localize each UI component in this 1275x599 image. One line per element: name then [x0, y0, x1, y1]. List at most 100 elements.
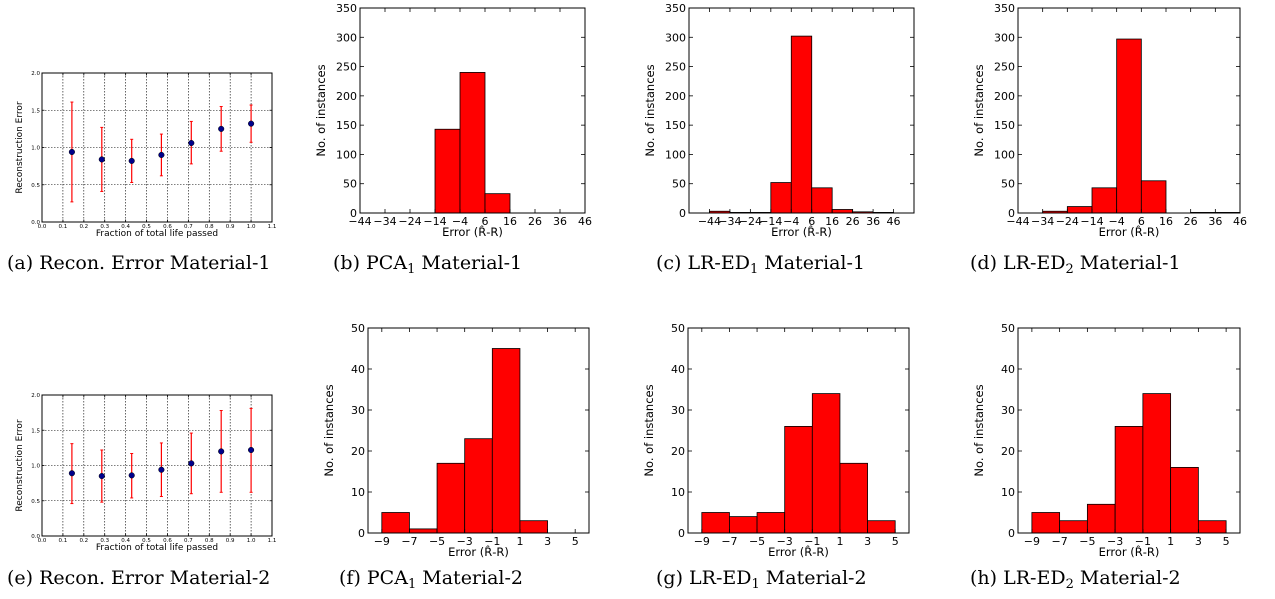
- x-tick-label: 26: [528, 215, 542, 228]
- x-tick-label: 3: [1195, 535, 1202, 548]
- chart-panel-2: −44 −34 −24 −14 −4 6 16 26 36 46 0 50 100 150 200 250 30…: [300, 0, 618, 250]
- y-tick-label: 1.5: [31, 108, 40, 114]
- histogram-bar: [459, 72, 486, 214]
- x-tick-label: −5: [749, 535, 765, 548]
- y-tick-label: 100: [336, 148, 357, 161]
- plot-frame: [1017, 327, 1241, 534]
- y-tick-label: 1.0: [31, 146, 40, 152]
- x-tick-label: 0.4: [121, 224, 130, 230]
- x-tick-label: −1: [484, 535, 500, 548]
- x-tick-label: 46: [578, 215, 592, 228]
- plot-frame: [688, 7, 915, 214]
- caption-text: (b) PCA: [333, 252, 408, 274]
- y-tick-label: 40: [1001, 363, 1015, 376]
- y-tick-label: 150: [665, 119, 686, 132]
- x-tick-label: −5: [1079, 535, 1095, 548]
- x-tick-label: 0.5: [142, 538, 151, 544]
- y-tick-label: 2.0: [31, 393, 40, 399]
- y-tick-label: 0.0: [31, 534, 40, 540]
- chart-panel-8: −9 −7 −5 −3 −1 1 3 5 0 10 20 30 40 50 Error (R̂-R) No. …: [940, 300, 1258, 559]
- x-tick-label: 5: [572, 535, 579, 548]
- y-tick-label: 300: [665, 31, 686, 44]
- data-point: [128, 157, 135, 164]
- chart-svg: 0.0 0.1 0.2 0.3 0.4 0.5 0.6 0.7 0.8 0.9 1.0 1.1 0.0 0…: [15, 393, 276, 553]
- x-tick-label: −44: [1006, 215, 1029, 228]
- x-tick-label: −44: [698, 215, 721, 228]
- histogram-bar: [839, 462, 868, 534]
- y-axis-label: Reconstruction Error: [15, 101, 25, 193]
- data-point: [248, 120, 255, 127]
- y-tick-label: 1.0: [31, 464, 40, 470]
- caption-suffix: Material-2: [1073, 567, 1181, 589]
- y-tick-label: 150: [336, 119, 357, 132]
- x-tick-label: 1: [836, 535, 843, 548]
- chart-svg: −44−34−24−14−4 6 16 26 36 46 0 50 100 150 200 250 30…: [643, 2, 915, 239]
- y-tick-label: 50: [672, 178, 686, 191]
- caption-suffix: Material-1: [415, 252, 523, 274]
- y-tick-label: 50: [343, 178, 357, 191]
- data-point: [158, 466, 165, 473]
- caption-subscript: 2: [1065, 577, 1074, 592]
- y-tick-label: 0.5: [31, 183, 40, 189]
- y-tick-label: 350: [994, 2, 1015, 15]
- x-tick-label: 0.7: [184, 224, 193, 230]
- x-tick-label: −7: [1052, 535, 1068, 548]
- x-tick-label: −4: [452, 215, 468, 228]
- x-tick-label: 46: [887, 215, 901, 228]
- histogram-bar: [434, 128, 461, 214]
- y-tick-label: 0: [1008, 207, 1015, 220]
- histogram-bar: [519, 520, 548, 534]
- x-tick-label: 0.0: [38, 538, 47, 544]
- y-axis-label: No. of instances: [643, 64, 657, 156]
- chart-panel-7: −9 −7 −5 −3 −1 1 3 5 0 10 20 30 40 50 Error (R̂-R) No. …: [620, 300, 938, 559]
- data-point: [218, 448, 225, 455]
- x-tick-label: −24: [398, 215, 421, 228]
- histogram-bar: [831, 209, 854, 214]
- caption-text: (d) LR-ED: [970, 252, 1066, 274]
- caption-text: (g) LR-ED: [656, 567, 752, 589]
- y-tick-label: 250: [665, 61, 686, 74]
- x-axis-label: Error (R̂-R): [1099, 545, 1160, 559]
- histogram-bar: [701, 512, 730, 534]
- x-tick-label: −7: [721, 535, 737, 548]
- histogram-bar: [756, 512, 786, 534]
- x-tick-label: −14: [423, 215, 446, 228]
- y-tick-label: 30: [671, 404, 685, 417]
- y-tick-label: 150: [994, 119, 1015, 132]
- caption-suffix: Material-2: [416, 567, 524, 589]
- chart-panel-3: −44 −34 −24 −14 −4 6 16 26 36 46 0 50 100 150 200 250 30…: [620, 0, 938, 250]
- y-tick-label: 10: [1001, 486, 1015, 499]
- y-tick-label: 300: [994, 31, 1015, 44]
- chart-panel-4: −44 −34 −24 −14 −4 6 16 26 36 46 0 50 100 150 200 250 30…: [940, 0, 1258, 250]
- caption-subscript: 1: [749, 262, 759, 277]
- data-point: [248, 446, 255, 454]
- y-tick-label: 1.5: [31, 428, 40, 434]
- x-tick-label: 6: [482, 215, 489, 228]
- plot-frame: [367, 327, 590, 534]
- y-tick-label: 300: [336, 31, 357, 44]
- subfigure-caption: (h) LR-ED2 Material-2: [970, 567, 1181, 596]
- caption-subscript: 2: [1065, 262, 1074, 277]
- histogram-bar: [1197, 520, 1227, 534]
- histogram-bar: [770, 182, 792, 214]
- y-tick-label: 350: [336, 2, 357, 15]
- x-tick-label: −34: [718, 215, 741, 228]
- y-tick-label: 40: [351, 363, 365, 376]
- y-tick-label: 50: [671, 322, 685, 335]
- y-tick-label: 250: [994, 61, 1015, 74]
- x-tick-label: −9: [1024, 535, 1040, 548]
- histogram-bar: [1086, 503, 1116, 534]
- subfigure-caption: (a) Recon. Error Material-1: [7, 252, 270, 274]
- x-tick-label: 0.8: [205, 224, 214, 230]
- x-tick-label: −5: [429, 535, 445, 548]
- y-tick-label: 50: [1001, 322, 1015, 335]
- histogram-bar: [784, 426, 813, 534]
- data-point: [188, 139, 195, 147]
- data-point: [158, 151, 165, 158]
- data-point: [68, 470, 75, 477]
- x-tick-label: −14: [759, 215, 782, 228]
- caption-text: (h) LR-ED: [970, 567, 1066, 589]
- x-tick-label: 0.2: [79, 538, 88, 544]
- x-tick-label: 0.9: [226, 538, 235, 544]
